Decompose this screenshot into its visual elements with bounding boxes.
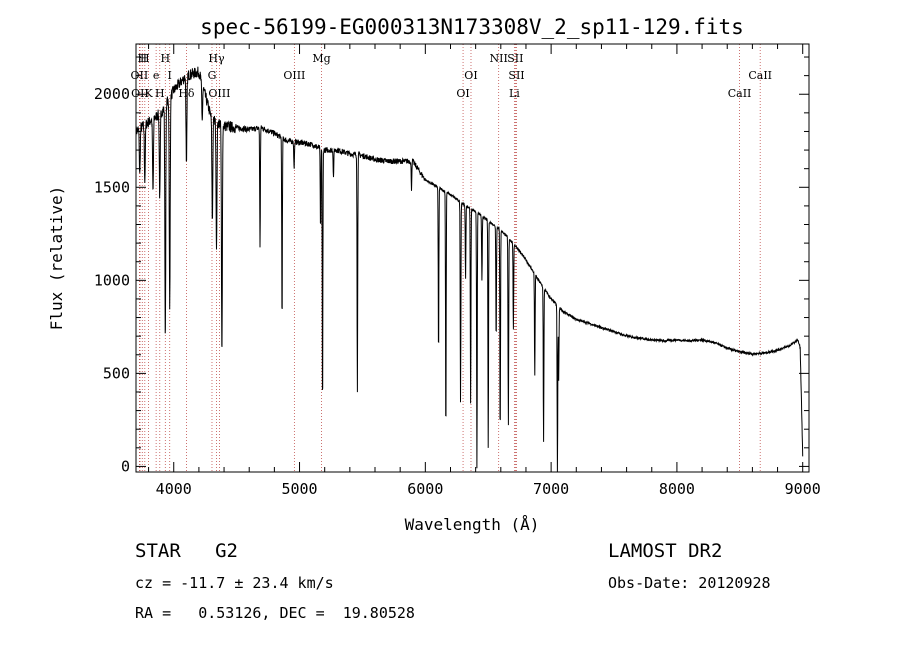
line-marker-label: e: [153, 69, 160, 82]
line-marker-label: Li: [509, 87, 520, 100]
line-marker-label: SII: [507, 52, 523, 65]
line-marker-label: SII: [508, 69, 524, 82]
x-axis-label: Wavelength (Å): [405, 515, 540, 534]
y-axis-label: Flux (relative): [47, 186, 66, 331]
line-markers: [138, 44, 761, 472]
line-marker-label: OI: [464, 69, 477, 82]
line-marker-label: OIII: [208, 87, 230, 100]
axis-ticks: 4000 5000 6000 7000 8000 9000 0 500 1000 1500 2000: [94, 44, 821, 498]
line-marker-label: OI: [456, 87, 469, 100]
line-marker-label: CaII: [728, 87, 752, 100]
line-marker-label: Hδ: [178, 87, 195, 100]
line-marker-label: Hγ: [208, 52, 225, 65]
y-tick-label: 2000: [94, 85, 130, 103]
y-tick-label: 1000: [94, 271, 130, 289]
coordinates: RA = 0.53126, DEC = 19.80528: [135, 604, 415, 622]
line-marker-label: NII: [490, 52, 508, 65]
chart-title: spec-56199-EG000313N173308V_2_sp11-129.f…: [200, 15, 744, 39]
x-tick-label: 7000: [533, 480, 569, 498]
line-marker-label: OIII: [283, 69, 305, 82]
marker-labels: OIIOIIHHKeHHIHδGHγOIIIOIIIMgOIOINIILiSII…: [131, 52, 772, 100]
line-marker-label: H: [140, 52, 150, 65]
line-marker-label: H: [161, 52, 171, 65]
x-tick-label: 8000: [659, 480, 695, 498]
y-tick-label: 500: [103, 364, 130, 382]
line-marker-label: OII: [131, 69, 149, 82]
x-tick-label: 4000: [156, 480, 192, 498]
x-tick-label: 5000: [281, 480, 317, 498]
line-marker-label: CaII: [748, 69, 772, 82]
line-marker-label: Mg: [312, 52, 330, 65]
spectrum-line: [135, 66, 804, 473]
plot-frame: [135, 43, 810, 473]
survey-name: LAMOST DR2: [608, 540, 723, 562]
line-marker-label: I: [168, 69, 172, 82]
line-marker-label: H: [155, 87, 165, 100]
observation-date: Obs-Date: 20120928: [608, 574, 771, 592]
redshift-value: cz = -11.7 ± 23.4 km/s: [135, 574, 334, 592]
object-class: STAR G2: [135, 540, 238, 562]
line-marker-label: H: [137, 52, 147, 65]
line-marker-label: G: [208, 69, 217, 82]
y-tick-label: 1500: [94, 178, 130, 196]
y-tick-label: 0: [121, 457, 130, 475]
x-tick-label: 9000: [785, 480, 821, 498]
x-tick-label: 6000: [407, 480, 443, 498]
line-marker-label: K: [144, 87, 153, 100]
line-marker-label: OII: [131, 87, 149, 100]
